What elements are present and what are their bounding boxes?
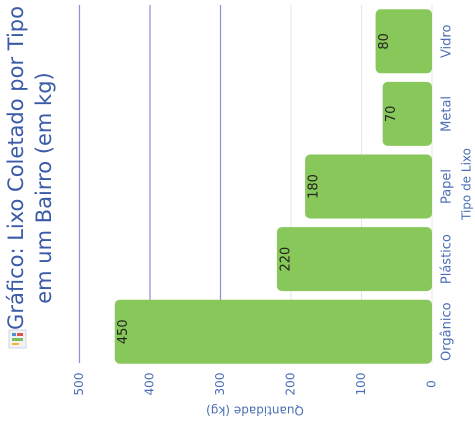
value-labels: 80 70 180 220 450 bbox=[116, 33, 399, 344]
title-line-1: Gráfico: Lixo Coletado por Tipo bbox=[4, 6, 28, 330]
value-label: 70 bbox=[384, 106, 399, 123]
value-label: 220 bbox=[278, 247, 293, 272]
category-label: Vidro bbox=[440, 25, 455, 59]
chart-title: Gráfico: Lixo Coletado por Tipo em um Ba… bbox=[4, 6, 56, 349]
bar bbox=[382, 81, 432, 146]
value-label: 450 bbox=[116, 319, 131, 344]
title-line-2: em um Bairro (em kg) bbox=[32, 72, 56, 304]
category-label: Papel bbox=[440, 169, 455, 204]
bar bbox=[114, 299, 432, 364]
x-tick-label: 0 bbox=[425, 380, 439, 388]
plot-area: 80 70 180 220 450 Vidro Metal Papel Plástico Org… bbox=[72, 5, 455, 395]
x-tick-label: 300 bbox=[213, 373, 227, 396]
x-tick-label: 100 bbox=[354, 373, 368, 396]
category-label: Metal bbox=[440, 96, 455, 132]
x-axis-title: Quantidade (kg) bbox=[206, 404, 304, 418]
x-tick-labels: 0 100 200 300 400 500 bbox=[72, 373, 439, 396]
bars bbox=[114, 9, 432, 364]
chart-icon bbox=[8, 329, 27, 349]
category-label: Orgânico bbox=[440, 302, 455, 361]
x-tick-label: 200 bbox=[284, 373, 298, 396]
bar bbox=[276, 227, 432, 292]
x-tick-label: 500 bbox=[72, 373, 86, 396]
bar bbox=[305, 154, 432, 219]
value-label: 80 bbox=[377, 33, 392, 50]
gridlines bbox=[78, 5, 433, 363]
y-axis-title: Tipo de Lixo bbox=[460, 148, 474, 221]
category-labels: Vidro Metal Papel Plástico Orgânico bbox=[440, 25, 455, 361]
bar bbox=[375, 9, 432, 74]
x-tick-label: 400 bbox=[143, 373, 157, 396]
value-label: 180 bbox=[307, 174, 322, 199]
category-label: Plástico bbox=[440, 234, 455, 284]
